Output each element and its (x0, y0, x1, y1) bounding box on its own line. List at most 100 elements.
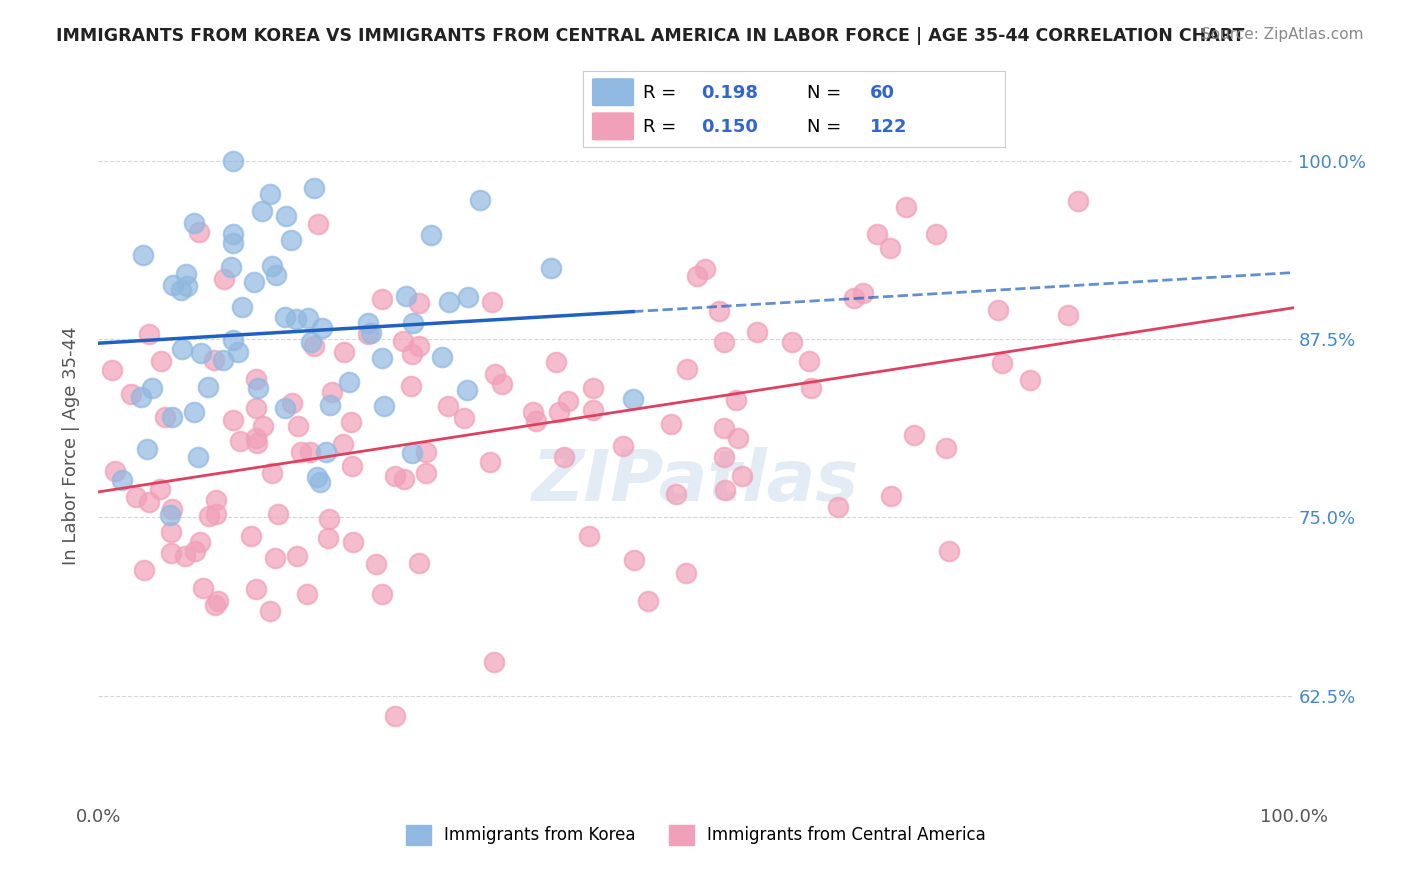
Point (184, 543, 207, 558)
Point (540, 261, 562, 276)
Point (245, 372, 267, 386)
Point (665, 486, 688, 500)
Text: R =: R = (643, 118, 682, 136)
Point (222, 333, 245, 347)
Point (880, 489, 903, 503)
Point (453, 410, 475, 425)
Text: IMMIGRANTS FROM KOREA VS IMMIGRANTS FROM CENTRAL AMERICA IN LABOR FORCE | AGE 35: IMMIGRANTS FROM KOREA VS IMMIGRANTS FROM… (56, 27, 1244, 45)
Point (176, 279, 198, 293)
Point (553, 450, 575, 465)
Point (307, 217, 329, 231)
Text: 0.198: 0.198 (702, 84, 759, 102)
Point (408, 556, 430, 570)
Point (273, 401, 295, 416)
Point (239, 529, 262, 543)
Point (160, 546, 183, 560)
Point (713, 421, 735, 435)
Point (457, 290, 479, 304)
Point (991, 356, 1014, 370)
Point (1019, 373, 1042, 387)
Point (260, 467, 283, 481)
Point (315, 445, 337, 459)
Point (222, 236, 245, 251)
Point (159, 524, 181, 539)
Text: N =: N = (807, 84, 846, 102)
Point (228, 345, 250, 359)
Point (337, 375, 360, 389)
Point (264, 550, 287, 565)
Point (138, 495, 160, 509)
Point (432, 350, 454, 364)
Point (384, 469, 406, 483)
Point (524, 414, 547, 428)
Point (318, 398, 340, 412)
Point (727, 431, 749, 445)
Point (141, 380, 163, 394)
Point (484, 367, 506, 381)
Point (267, 507, 290, 521)
Point (491, 377, 513, 392)
Point (311, 321, 333, 335)
Point (437, 294, 460, 309)
Point (800, 382, 823, 396)
Point (307, 470, 329, 484)
Point (188, 535, 211, 549)
Point (243, 275, 266, 289)
Point (190, 346, 212, 360)
Point (155, 409, 177, 424)
Point (205, 507, 228, 521)
Point (302, 180, 325, 194)
Text: R =: R = (643, 84, 682, 102)
Point (399, 378, 422, 392)
Point (260, 259, 283, 273)
Point (415, 466, 437, 480)
Point (548, 405, 571, 419)
Point (896, 200, 918, 214)
Point (333, 345, 356, 359)
Point (101, 363, 124, 377)
Point (231, 301, 253, 315)
Point (138, 327, 160, 342)
Point (713, 450, 735, 465)
Point (214, 272, 236, 286)
Point (879, 241, 901, 255)
Point (111, 473, 134, 487)
Point (395, 289, 418, 303)
Point (321, 384, 343, 399)
Point (222, 153, 245, 168)
Point (159, 508, 181, 522)
Point (149, 482, 172, 496)
Point (183, 405, 205, 419)
Point (202, 353, 225, 368)
Point (384, 708, 406, 723)
Point (274, 209, 297, 223)
Point (290, 445, 312, 459)
Point (903, 428, 925, 442)
Point (481, 295, 503, 310)
Point (219, 260, 242, 274)
Point (557, 394, 579, 409)
Point (302, 339, 325, 353)
Text: 0.150: 0.150 (702, 118, 758, 136)
Point (162, 277, 184, 292)
Point (731, 469, 754, 483)
Point (135, 442, 157, 456)
Point (318, 511, 340, 525)
Point (281, 395, 304, 409)
Point (150, 354, 173, 368)
Point (187, 225, 209, 239)
Point (456, 384, 478, 398)
Point (297, 310, 319, 325)
Point (675, 362, 697, 376)
Point (360, 326, 382, 340)
Point (522, 405, 544, 419)
Point (623, 553, 645, 567)
Point (245, 401, 267, 415)
Point (132, 247, 155, 261)
Point (212, 352, 235, 367)
Point (842, 292, 865, 306)
Point (160, 410, 183, 425)
Point (245, 582, 267, 597)
Point (420, 227, 443, 242)
Point (546, 355, 568, 369)
